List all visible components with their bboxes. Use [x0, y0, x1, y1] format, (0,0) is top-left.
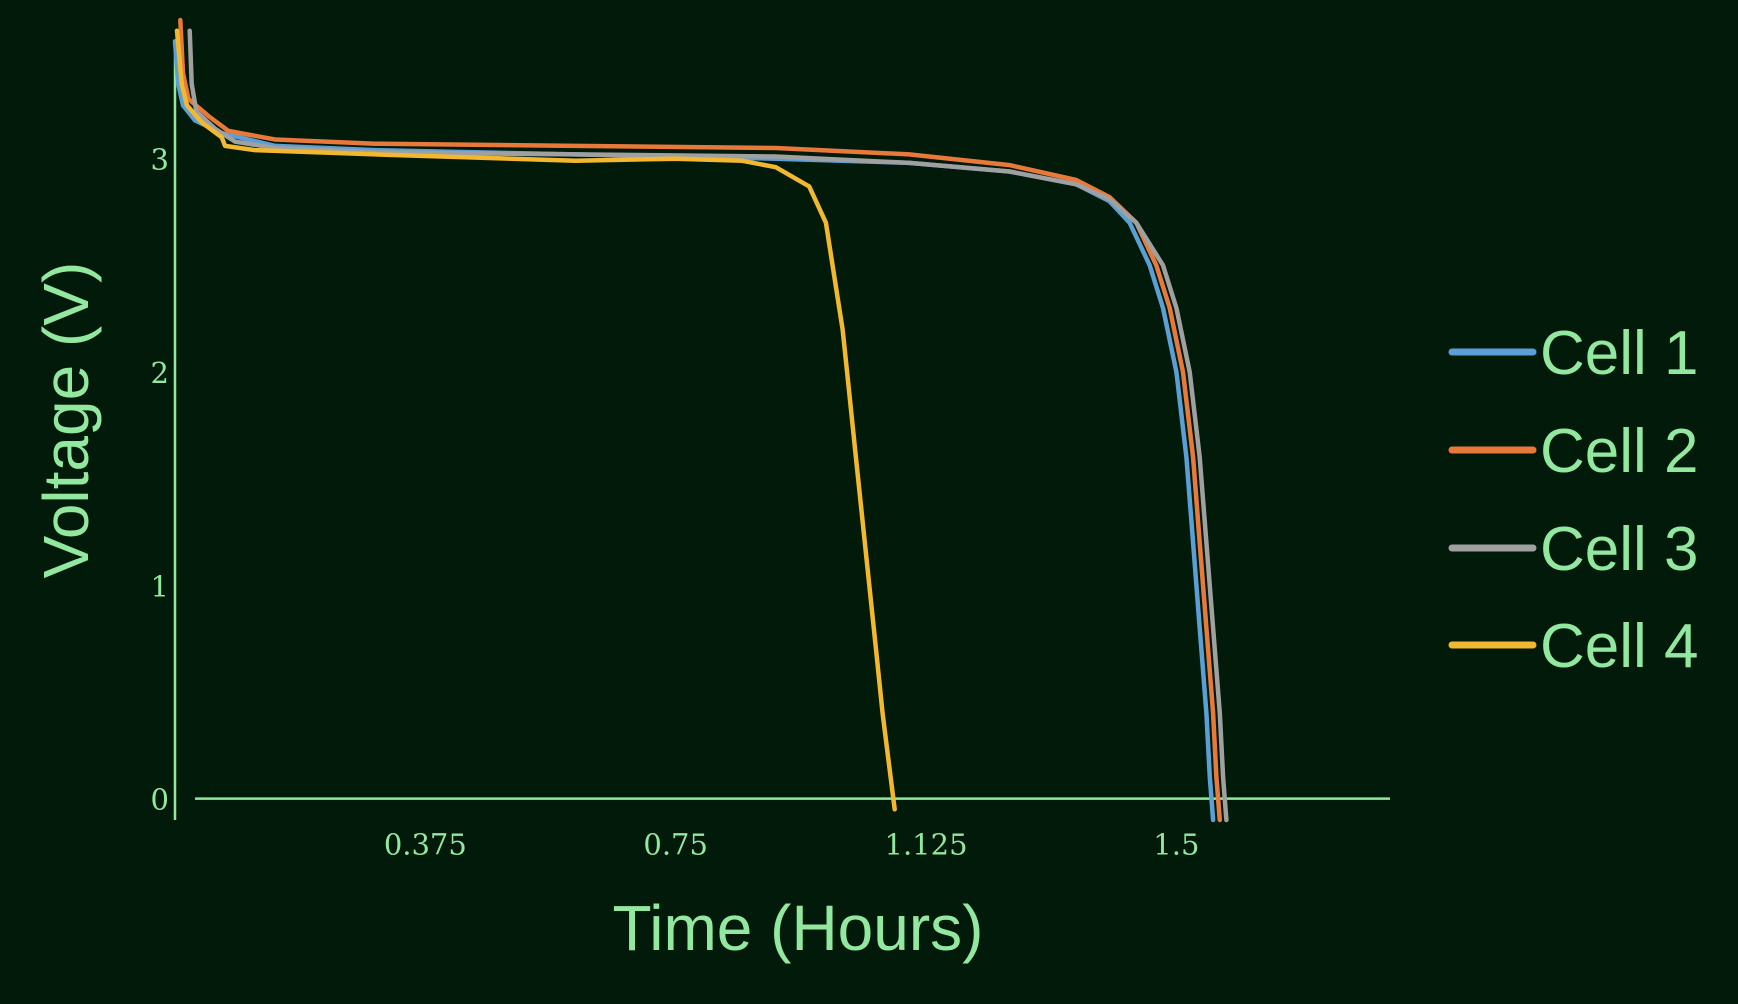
y-tick-labels: 0 1 2 3 [151, 143, 169, 817]
y-axis-title: Voltage (V) [30, 262, 102, 579]
y-tick-label: 1 [151, 569, 169, 603]
legend-label-cell-2: Cell 2 [1540, 417, 1699, 486]
legend-label-cell-3: Cell 3 [1540, 515, 1699, 584]
x-tick-label: 0.375 [384, 828, 467, 862]
series-lines [172, 17, 1229, 823]
series-line-cell-3 [187, 28, 1229, 823]
y-tick-label: 2 [151, 356, 169, 390]
series-line-cell-2 [178, 17, 1223, 823]
y-tick-label: 0 [151, 783, 169, 817]
x-axis-title: Time (Hours) [613, 892, 984, 964]
x-tick-label: 0.75 [643, 828, 708, 862]
legend-label-cell-1: Cell 1 [1540, 319, 1699, 388]
x-tick-labels: 0.375 0.75 1.125 1.5 [384, 828, 1200, 862]
x-tick-label: 1.125 [885, 828, 968, 862]
series-line-cell-4 [174, 28, 897, 812]
x-tick-label: 1.5 [1153, 828, 1199, 862]
legend-label-cell-4: Cell 4 [1540, 612, 1699, 681]
y-tick-label: 3 [151, 143, 169, 177]
axes [173, 41, 1390, 820]
legend: Cell 1 Cell 2 Cell 3 Cell 4 [1448, 319, 1699, 681]
